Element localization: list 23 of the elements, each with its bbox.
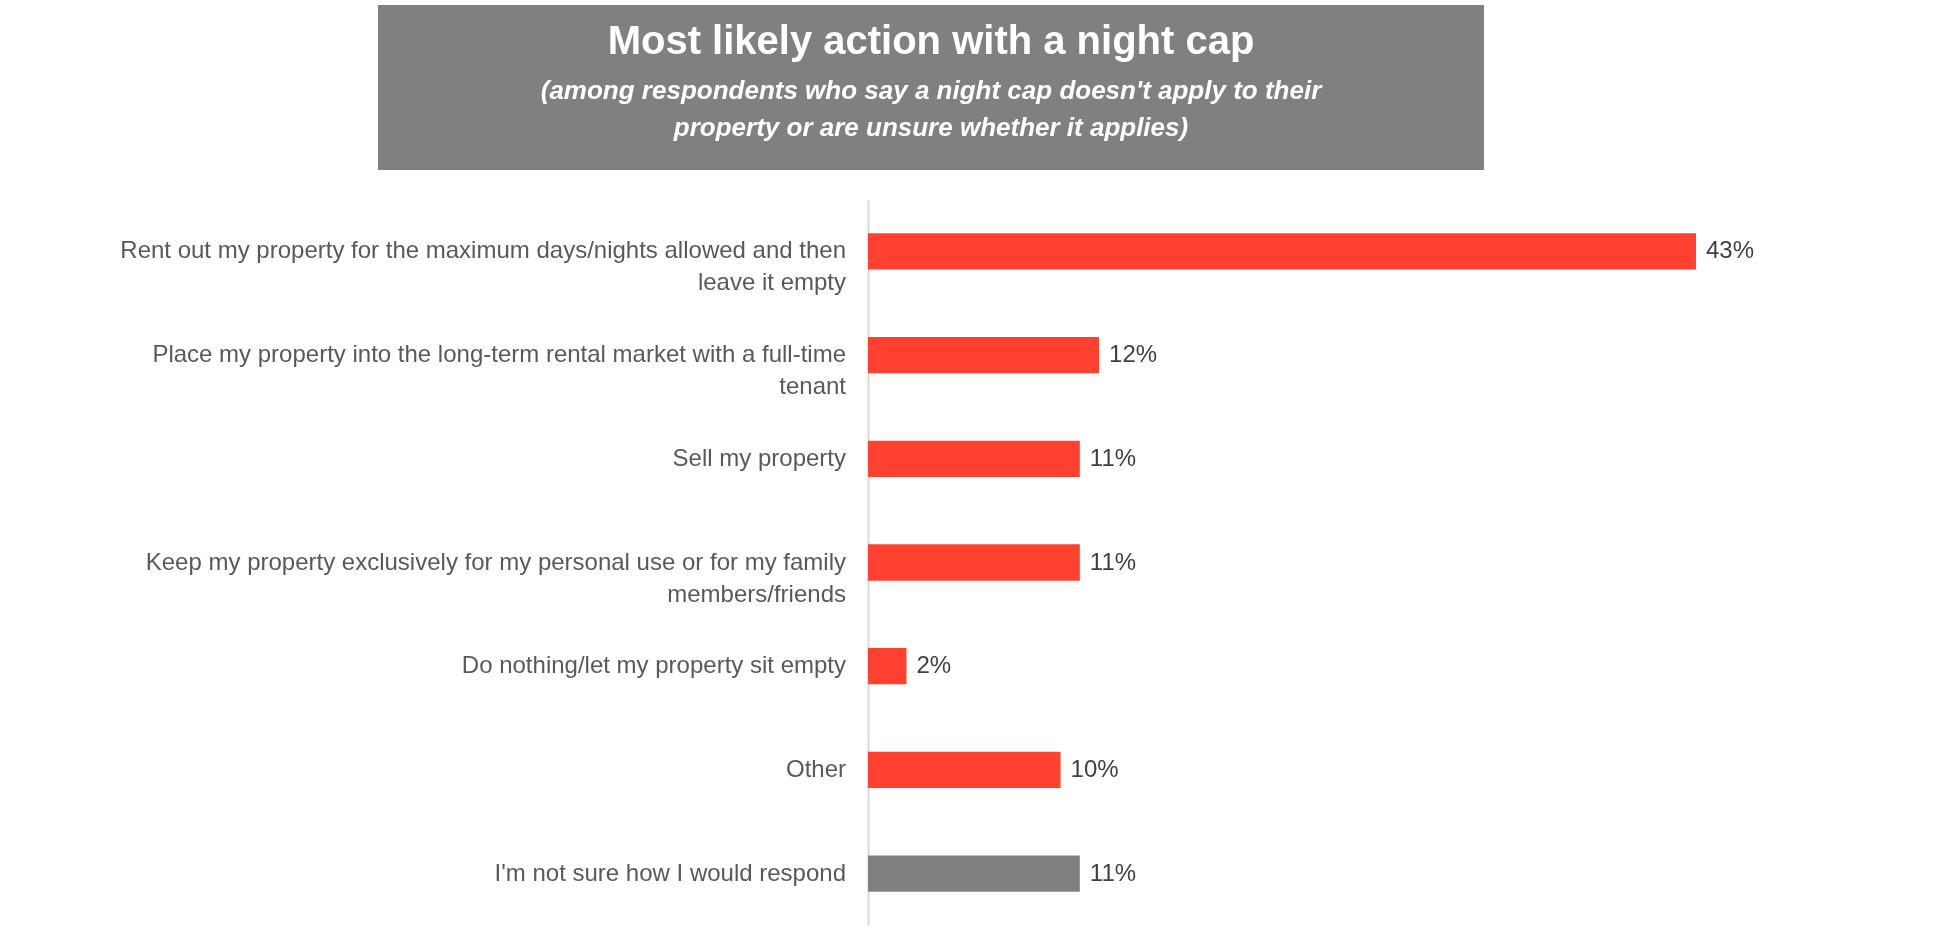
data-label: 2% <box>916 651 952 679</box>
y-tick-label: Place my property into the long-term rental market with a full-time tenant <box>152 340 847 400</box>
bar <box>868 648 907 685</box>
chart-subtitle: (among respondents who say a night cap doesn't apply to their property or are unsure whether it applies) <box>540 75 1324 142</box>
bar <box>868 233 1696 270</box>
y-tick-label: Keep my property exclusively for my personal use or for my family members/friends <box>145 547 846 607</box>
y-tick-label: Rent out my property for the maximum days/nights allowed and then leave it empty <box>120 236 846 296</box>
y-tick-label: Other <box>785 754 846 782</box>
bar <box>868 855 1080 892</box>
bar <box>868 751 1061 789</box>
data-label: 43% <box>1706 236 1755 264</box>
data-label: 11% <box>1089 858 1137 886</box>
data-label: 12% <box>1109 340 1158 368</box>
bar <box>868 336 1100 374</box>
y-tick-label: I'm not sure how I would respond <box>494 858 846 886</box>
data-label: 10% <box>1070 754 1119 782</box>
y-tick-label: Do nothing/let my property sit empty <box>461 651 846 679</box>
bar <box>868 440 1080 477</box>
bar <box>868 544 1080 581</box>
data-label: 11% <box>1089 443 1137 471</box>
chart-title: Most likely action with a night cap <box>607 18 1255 62</box>
y-tick-label: Sell my property <box>672 443 846 471</box>
data-label: 11% <box>1089 547 1137 575</box>
